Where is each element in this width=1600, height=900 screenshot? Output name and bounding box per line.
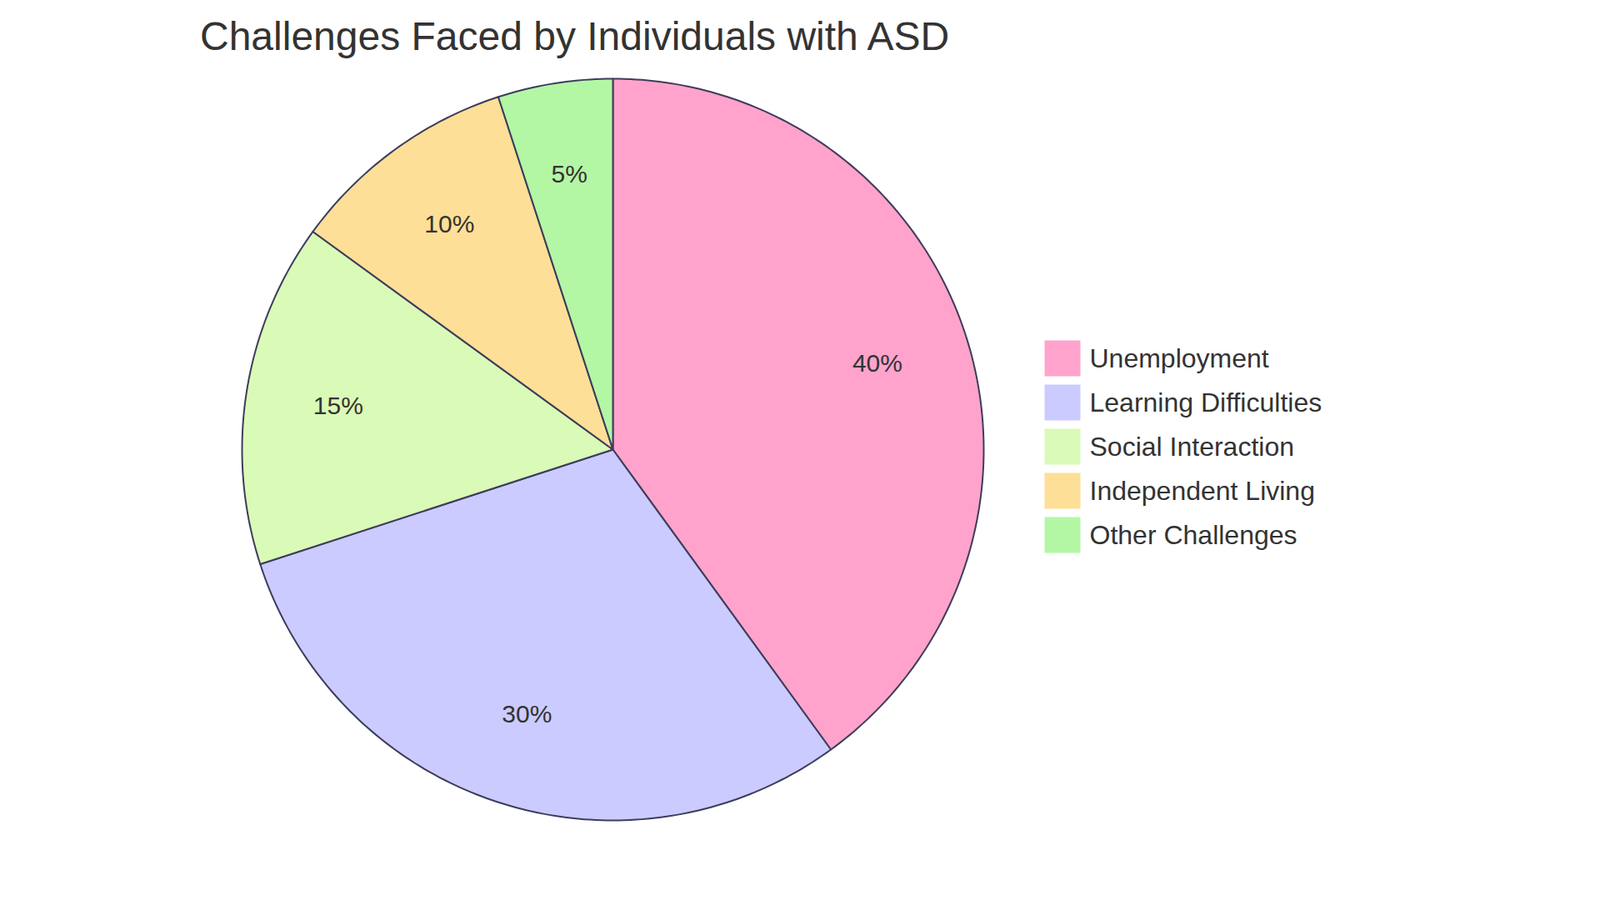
svg-text:30%: 30% [501,700,552,728]
svg-text:15%: 15% [313,391,364,420]
svg-text:Social Interaction: Social Interaction [1090,431,1295,462]
svg-text:40%: 40% [852,349,903,377]
svg-text:Learning Difficulties: Learning Difficulties [1090,387,1323,418]
svg-text:Unemployment: Unemployment [1090,343,1270,374]
html-text:Challenges Faced by Individual: Challenges Faced by Individuals with ASD [200,14,950,59]
svg-text:5%: 5% [551,160,588,188]
svg-text:10%: 10% [424,210,475,238]
svg-text:Independent Living: Independent Living [1090,475,1315,506]
svg-text:Other Challenges: Other Challenges [1090,520,1298,550]
